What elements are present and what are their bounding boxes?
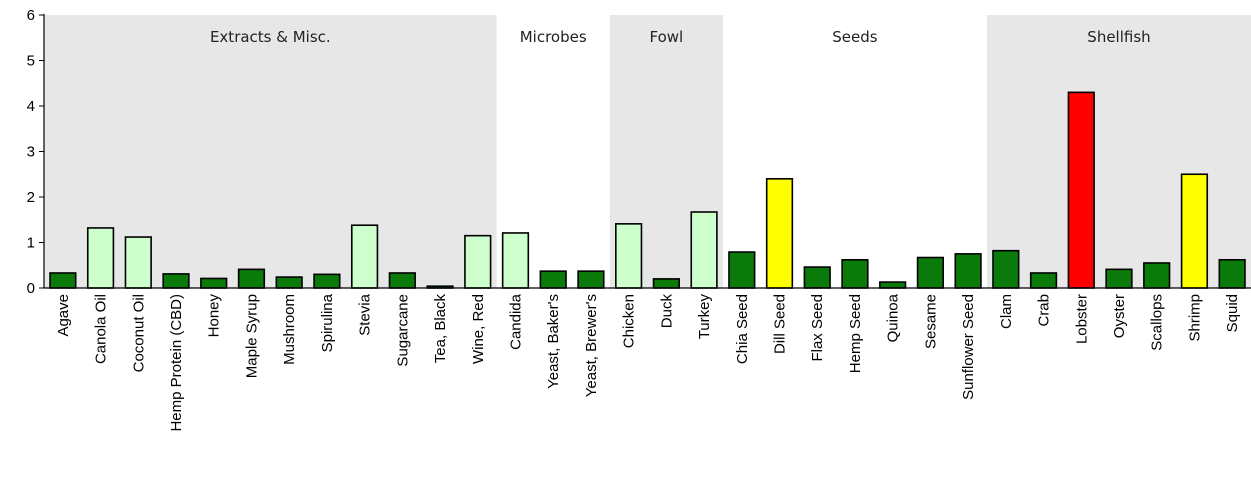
bar xyxy=(728,251,756,289)
y-tick-label: 5 xyxy=(27,53,35,70)
x-tick-label: Sesame xyxy=(922,294,939,349)
x-tick-label: Maple Syrup xyxy=(243,294,260,378)
y-tick-label: 2 xyxy=(27,189,35,206)
x-tick-label: Squid xyxy=(1224,294,1241,332)
bar xyxy=(992,249,1020,289)
x-tick-label: Yeast, Baker's xyxy=(545,294,562,389)
bar xyxy=(237,268,266,289)
bar xyxy=(1143,262,1171,289)
x-tick-label: Dill Seed xyxy=(772,294,789,354)
y-tick-label: 1 xyxy=(27,235,35,252)
bar xyxy=(879,281,907,289)
x-tick-label: Chicken xyxy=(621,294,638,348)
group-label: Shellfish xyxy=(1087,28,1150,46)
bar xyxy=(1029,272,1058,289)
bar xyxy=(86,227,115,289)
group-label: Microbes xyxy=(520,28,587,46)
bar xyxy=(313,273,341,289)
x-tick-label: Quinoa xyxy=(885,293,902,342)
x-tick-label: Mushroom xyxy=(281,294,298,365)
bar xyxy=(275,276,303,289)
bar xyxy=(690,211,718,289)
x-tick-label: Honey xyxy=(206,294,223,338)
x-tick-label: Agave xyxy=(55,294,72,337)
y-tick-labels: 0 1 2 3 4 5 6 xyxy=(27,7,44,297)
y-tick-label: 0 xyxy=(27,280,35,297)
group-label: Fowl xyxy=(650,28,684,46)
bar xyxy=(615,223,643,289)
group-bands xyxy=(44,15,1251,288)
x-tick-label: Flax Seed xyxy=(809,294,826,362)
bar xyxy=(1218,258,1246,289)
bar xyxy=(1180,173,1209,289)
bar xyxy=(803,266,831,289)
x-tick-label: Wine, Red xyxy=(470,294,487,364)
bar xyxy=(652,278,680,289)
x-tick-label: Shrimp xyxy=(1186,294,1203,342)
bar xyxy=(539,270,567,289)
x-tick-label: Hemp Seed xyxy=(847,294,864,373)
x-tick-label: Candida xyxy=(507,293,524,350)
x-tick-label: Chia Seed xyxy=(734,294,751,364)
x-tick-label: Spirulina xyxy=(319,293,336,352)
y-tick-label: 6 xyxy=(27,7,35,24)
group-labels: Extracts & Misc. Microbes Fowl Seeds Shellfi… xyxy=(210,28,1151,46)
x-tick-label: Canola Oil xyxy=(93,294,110,364)
x-tick-label: Clam xyxy=(998,294,1015,329)
group-label: Seeds xyxy=(832,28,878,46)
group-band xyxy=(44,15,497,288)
x-tick-label: Sugarcane xyxy=(394,294,411,367)
y-tick-label: 4 xyxy=(27,98,35,115)
x-tick-label: Coconut Oil xyxy=(130,294,147,372)
x-tick-label: Scallops xyxy=(1149,294,1166,351)
bar xyxy=(162,273,190,289)
x-tick-label: Turkey xyxy=(696,294,713,340)
bar xyxy=(954,253,982,289)
x-tick-label: Crab xyxy=(1036,294,1053,327)
bar xyxy=(1067,91,1095,289)
bar xyxy=(765,178,794,289)
bar xyxy=(388,272,416,289)
bars xyxy=(49,91,1246,289)
bar xyxy=(124,236,152,289)
bar xyxy=(1105,268,1133,289)
x-tick-labels: Agave Canola Oil Coconut Oil Hemp Protein (… xyxy=(55,293,1241,431)
bar xyxy=(916,256,945,289)
bar xyxy=(464,234,492,289)
group-band xyxy=(986,15,1251,288)
group-label: Extracts & Misc. xyxy=(210,28,331,46)
bar xyxy=(49,272,77,289)
x-tick-label: Sunflower Seed xyxy=(960,294,977,400)
x-tick-label: Oyster xyxy=(1111,294,1128,338)
x-tick-label: Tea, Black xyxy=(432,294,449,364)
bar xyxy=(350,224,379,289)
bar xyxy=(841,258,869,289)
x-tick-label: Lobster xyxy=(1073,294,1090,344)
x-tick-label: Stevia xyxy=(357,293,374,335)
x-tick-label: Yeast, Brewer's xyxy=(583,294,600,397)
x-tick-label: Hemp Protein (CBD) xyxy=(168,294,185,432)
bar xyxy=(501,232,530,289)
y-tick-label: 3 xyxy=(27,144,35,161)
bar xyxy=(200,277,228,289)
x-tick-label: Duck xyxy=(658,294,675,329)
bar xyxy=(577,270,605,289)
